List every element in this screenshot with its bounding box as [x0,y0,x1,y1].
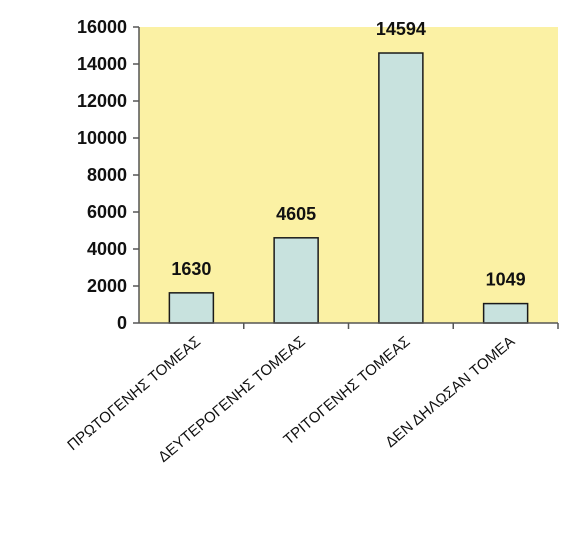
bar [378,52,424,324]
bars-layer [168,52,529,324]
axis-layer: 0 2000 4000 6000 8000 10000 12000 14000 16000 [77,17,559,333]
data-label: 14594 [376,19,426,39]
bar [168,292,215,324]
bar [482,302,529,324]
y-tick-label: 12000 [77,91,127,111]
y-tick-label: 10000 [77,128,127,148]
bar [273,237,319,324]
y-tick-label: 0 [117,313,127,333]
y-tick-label: 14000 [77,54,127,74]
data-label: 1049 [486,270,526,290]
plot-area-background [139,27,558,323]
y-tick-label: 4000 [87,239,127,259]
y-tick-label: 2000 [87,276,127,296]
data-label: 4605 [276,204,316,224]
data-label: 1630 [171,259,211,279]
y-tick-label: 6000 [87,202,127,222]
y-tick-label: 8000 [87,165,127,185]
y-tick-label: 16000 [77,17,127,37]
